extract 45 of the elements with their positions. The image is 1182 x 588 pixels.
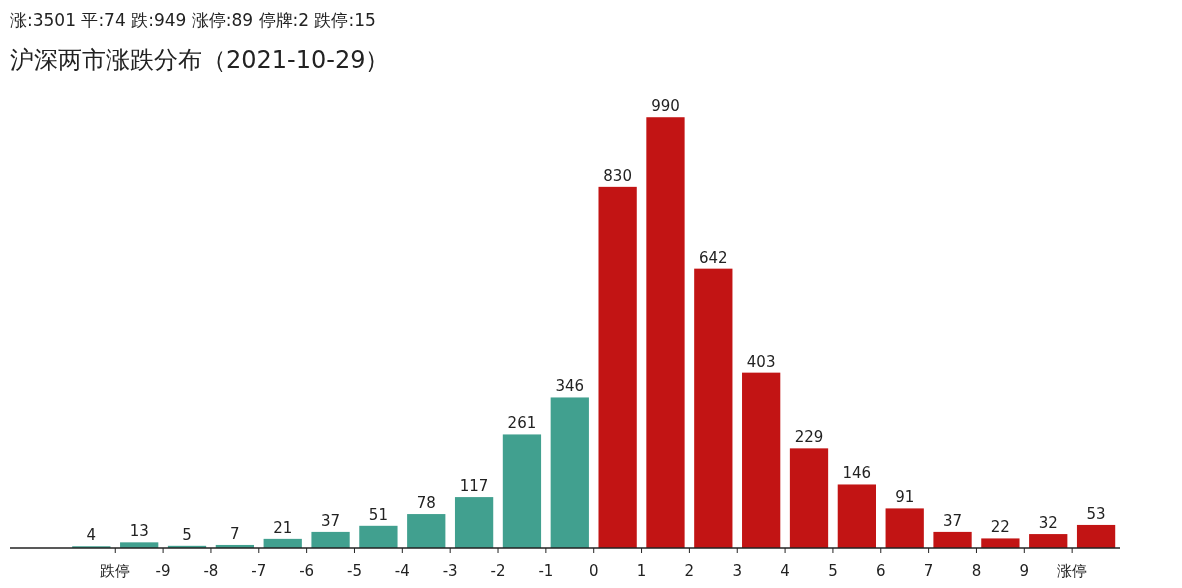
x-tick-label: -9 xyxy=(155,562,171,580)
x-tick-label: 6 xyxy=(876,562,886,580)
x-tick-label: -3 xyxy=(442,562,458,580)
chart-subtitle: 涨:3501 平:74 跌:949 涨停:89 停牌:2 跌停:15 xyxy=(10,10,376,30)
x-tick-label: 7 xyxy=(923,562,934,580)
x-tick-label: -2 xyxy=(490,562,506,580)
x-tick-label: 2 xyxy=(684,562,695,580)
data-label: 21 xyxy=(273,518,293,537)
x-tick-label: -6 xyxy=(299,562,315,580)
x-tick-label: 0 xyxy=(588,562,599,580)
x-tick-label: -8 xyxy=(203,562,219,580)
chart-title: 沪深两市涨跌分布（2021-10-29） xyxy=(10,46,390,74)
data-label: 4 xyxy=(86,526,97,545)
data-label: 117 xyxy=(459,477,489,496)
data-label: 53 xyxy=(1086,504,1106,523)
x-tick-label: 跌停 xyxy=(100,562,131,580)
data-label: 7 xyxy=(230,524,240,543)
data-label: 229 xyxy=(794,428,824,447)
x-tick-label: 4 xyxy=(780,562,790,580)
data-label: 830 xyxy=(603,166,632,185)
x-tick-label: -7 xyxy=(251,562,267,580)
data-label: 37 xyxy=(943,511,963,530)
x-tick-label: 8 xyxy=(971,562,982,580)
data-label: 37 xyxy=(321,511,341,530)
data-label: 22 xyxy=(990,518,1010,537)
x-tick-label: -4 xyxy=(394,562,410,580)
x-tick-label: -5 xyxy=(347,562,362,580)
data-label: 346 xyxy=(555,377,585,396)
data-label: 261 xyxy=(507,414,537,433)
data-label: 403 xyxy=(746,352,776,371)
x-tick-label: 9 xyxy=(1019,562,1030,580)
data-label: 32 xyxy=(1038,514,1058,533)
data-label: 642 xyxy=(699,248,728,267)
x-tick-label: 涨停 xyxy=(1057,562,1088,580)
x-tick-label: 5 xyxy=(828,562,838,580)
data-label: 146 xyxy=(842,464,872,483)
data-label: 51 xyxy=(368,505,388,524)
data-label: 78 xyxy=(416,494,436,513)
x-tick-label: 1 xyxy=(636,562,647,580)
x-tick-label: 3 xyxy=(732,562,743,580)
data-label: 5 xyxy=(182,525,192,544)
data-label: 13 xyxy=(129,522,149,541)
data-label: 990 xyxy=(651,97,680,116)
x-tick-label: -1 xyxy=(538,562,554,580)
data-label: 91 xyxy=(895,488,915,507)
